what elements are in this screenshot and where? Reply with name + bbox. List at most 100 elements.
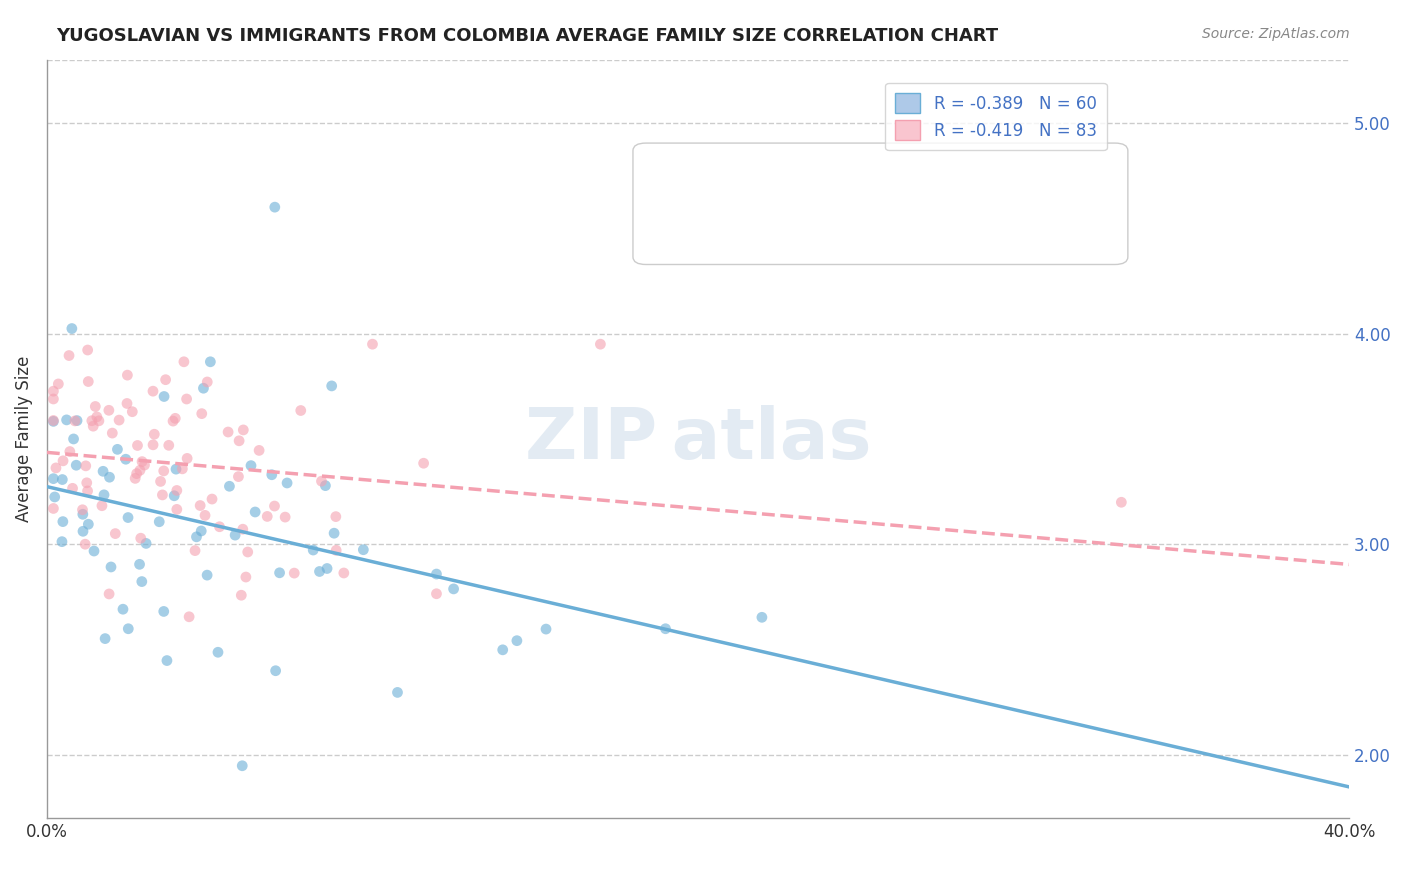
Yugoslavians xyxy=(425,567,447,582)
Yugoslavians xyxy=(224,528,246,542)
Immigrants from Colombia xyxy=(82,419,104,434)
Text: YUGOSLAVIAN VS IMMIGRANTS FROM COLOMBIA AVERAGE FAMILY SIZE CORRELATION CHART: YUGOSLAVIAN VS IMMIGRANTS FROM COLOMBIA … xyxy=(56,27,998,45)
Yugoslavians xyxy=(51,534,73,549)
Yugoslavians xyxy=(117,622,139,636)
Immigrants from Colombia xyxy=(152,488,174,502)
Immigrants from Colombia xyxy=(129,531,152,545)
Yugoslavians xyxy=(55,413,77,427)
Immigrants from Colombia xyxy=(274,510,297,524)
Immigrants from Colombia xyxy=(58,349,80,363)
Immigrants from Colombia xyxy=(77,375,100,389)
Yugoslavians xyxy=(152,604,174,618)
Immigrants from Colombia xyxy=(45,461,67,475)
Immigrants from Colombia xyxy=(42,384,65,399)
Immigrants from Colombia xyxy=(228,434,250,448)
Yugoslavians xyxy=(165,462,187,476)
Immigrants from Colombia xyxy=(76,483,98,498)
Yugoslavians xyxy=(51,473,73,487)
Yugoslavians xyxy=(77,517,100,532)
Yugoslavians xyxy=(387,685,409,699)
Immigrants from Colombia xyxy=(75,458,97,473)
Immigrants from Colombia xyxy=(247,443,270,458)
Yugoslavians xyxy=(218,479,240,493)
Immigrants from Colombia xyxy=(188,499,211,513)
Y-axis label: Average Family Size: Average Family Size xyxy=(15,356,32,522)
Immigrants from Colombia xyxy=(236,545,259,559)
FancyBboxPatch shape xyxy=(633,143,1128,265)
Yugoslavians xyxy=(314,478,336,492)
Immigrants from Colombia xyxy=(179,609,201,624)
Yugoslavians xyxy=(94,632,117,646)
Yugoslavians xyxy=(654,622,676,636)
Immigrants from Colombia xyxy=(256,509,278,524)
Immigrants from Colombia xyxy=(176,451,198,466)
Immigrants from Colombia xyxy=(311,474,333,488)
Yugoslavians xyxy=(111,602,134,616)
Immigrants from Colombia xyxy=(97,403,120,417)
Immigrants from Colombia xyxy=(172,462,194,476)
Immigrants from Colombia xyxy=(166,502,188,516)
Yugoslavians xyxy=(114,452,136,467)
Yugoslavians xyxy=(42,414,65,428)
Yugoslavians xyxy=(506,633,529,648)
Immigrants from Colombia xyxy=(75,537,97,551)
Immigrants from Colombia xyxy=(125,467,148,481)
Yugoslavians xyxy=(243,505,266,519)
Immigrants from Colombia xyxy=(190,407,212,421)
Yugoslavians xyxy=(163,489,186,503)
Immigrants from Colombia xyxy=(98,587,121,601)
Immigrants from Colombia xyxy=(152,464,174,478)
Immigrants from Colombia xyxy=(195,375,218,389)
Immigrants from Colombia xyxy=(1111,495,1133,509)
Immigrants from Colombia xyxy=(165,411,187,425)
Immigrants from Colombia xyxy=(124,471,146,485)
Text: ZIP atlas: ZIP atlas xyxy=(524,405,872,474)
Immigrants from Colombia xyxy=(42,413,65,427)
Immigrants from Colombia xyxy=(208,520,231,534)
Immigrants from Colombia xyxy=(84,400,107,414)
Yugoslavians xyxy=(276,475,298,490)
Immigrants from Colombia xyxy=(173,355,195,369)
Immigrants from Colombia xyxy=(46,376,69,391)
Yugoslavians xyxy=(534,622,557,636)
Immigrants from Colombia xyxy=(201,491,224,506)
Immigrants from Colombia xyxy=(52,454,75,468)
Yugoslavians xyxy=(72,508,94,522)
Immigrants from Colombia xyxy=(76,475,98,490)
Immigrants from Colombia xyxy=(149,475,172,489)
Immigrants from Colombia xyxy=(235,570,257,584)
Immigrants from Colombia xyxy=(80,414,103,428)
Yugoslavians xyxy=(98,470,121,484)
Immigrants from Colombia xyxy=(76,343,98,357)
Yugoslavians xyxy=(263,200,285,214)
Yugoslavians xyxy=(316,561,339,575)
Immigrants from Colombia xyxy=(104,526,127,541)
Immigrants from Colombia xyxy=(263,499,285,513)
Yugoslavians xyxy=(186,530,208,544)
Immigrants from Colombia xyxy=(134,458,156,472)
Yugoslavians xyxy=(302,543,325,558)
Yugoslavians xyxy=(352,542,374,557)
Yugoslavians xyxy=(107,442,129,457)
Yugoslavians xyxy=(207,645,229,659)
Immigrants from Colombia xyxy=(115,396,138,410)
Immigrants from Colombia xyxy=(228,469,250,483)
Immigrants from Colombia xyxy=(325,509,347,524)
Immigrants from Colombia xyxy=(42,501,65,516)
Immigrants from Colombia xyxy=(290,403,312,417)
Immigrants from Colombia xyxy=(127,438,149,452)
Immigrants from Colombia xyxy=(143,427,166,442)
Yugoslavians xyxy=(66,414,89,428)
Yugoslavians xyxy=(60,321,83,335)
Immigrants from Colombia xyxy=(62,481,84,495)
Yugoslavians xyxy=(308,565,330,579)
Yugoslavians xyxy=(231,758,253,772)
Immigrants from Colombia xyxy=(425,587,447,601)
Immigrants from Colombia xyxy=(63,414,86,428)
Immigrants from Colombia xyxy=(108,413,131,427)
Yugoslavians xyxy=(93,488,115,502)
Immigrants from Colombia xyxy=(155,373,177,387)
Yugoslavians xyxy=(260,467,283,482)
Yugoslavians xyxy=(156,654,179,668)
Immigrants from Colombia xyxy=(42,392,65,406)
